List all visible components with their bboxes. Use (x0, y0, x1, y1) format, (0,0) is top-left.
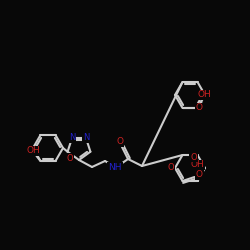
Text: OH: OH (198, 90, 211, 100)
Text: O: O (196, 104, 203, 112)
Text: OH: OH (26, 146, 40, 156)
Text: O: O (190, 152, 197, 162)
Text: N: N (69, 133, 75, 142)
Text: O: O (196, 170, 203, 179)
Text: N: N (83, 133, 89, 142)
Text: NH: NH (108, 162, 122, 172)
Text: O: O (66, 154, 73, 163)
Text: OH: OH (191, 160, 204, 170)
Text: O: O (116, 138, 123, 146)
Text: O: O (168, 164, 174, 172)
